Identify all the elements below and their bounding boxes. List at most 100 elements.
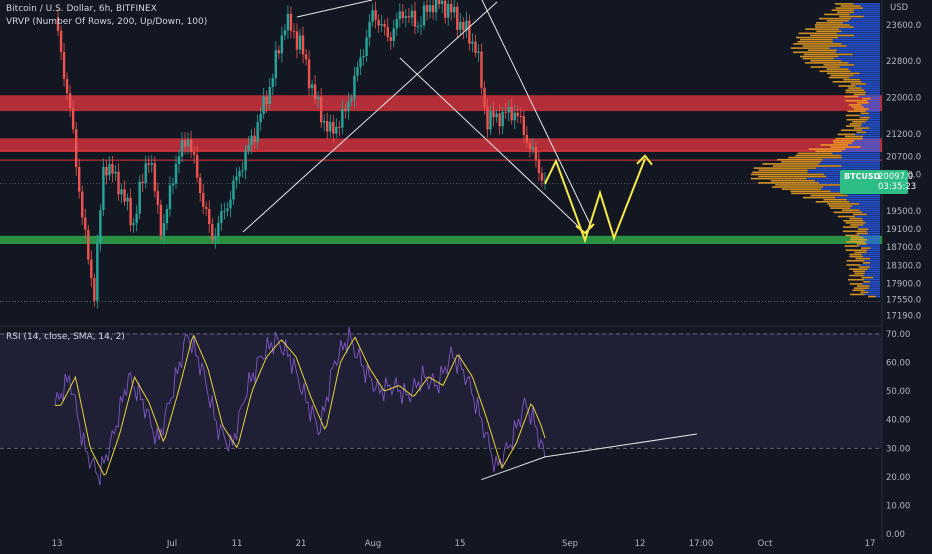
volume-bar <box>837 11 855 14</box>
volume-bar <box>868 295 876 298</box>
volume-bar <box>869 116 880 119</box>
volume-bar <box>846 118 868 121</box>
candle-body <box>56 18 60 31</box>
volume-bar <box>854 272 865 275</box>
rsi-indicator-label[interactable]: RSI (14, close, SMA, 14, 2) <box>6 332 125 342</box>
volume-bar <box>860 5 880 7</box>
volume-bar <box>854 139 880 142</box>
volume-bar <box>824 13 850 16</box>
volume-bar <box>848 19 880 22</box>
volume-bar <box>837 49 880 51</box>
time-tick-label: 13 <box>52 539 63 549</box>
volume-bar <box>848 87 862 89</box>
candle-body <box>329 122 332 132</box>
volume-bar <box>868 102 880 104</box>
candle-body <box>453 6 456 13</box>
volume-bar <box>837 215 856 218</box>
rsi-tick-label: 50.00 <box>886 387 910 397</box>
volume-bar <box>869 285 880 287</box>
vrvp-indicator-label[interactable]: VRVP (Number Of Rows, 200, Up/Down, 100) <box>6 17 208 27</box>
falling-trendline <box>399 57 581 229</box>
volume-bar <box>832 80 862 83</box>
volume-bar <box>841 150 880 153</box>
volume-bar <box>753 167 817 169</box>
volume-bar <box>848 104 862 106</box>
candle-body <box>389 37 392 41</box>
volume-bar <box>848 68 880 70</box>
volume-bar <box>750 177 807 180</box>
candle-body <box>471 41 474 44</box>
candle-body <box>377 19 380 26</box>
volume-bar <box>867 118 880 121</box>
volume-bar <box>820 144 848 146</box>
volume-bar <box>802 45 847 47</box>
time-tick-label: 17:00 <box>689 539 714 549</box>
volume-bar <box>868 291 880 294</box>
candle-body <box>407 16 411 18</box>
candle-body <box>77 166 81 192</box>
volume-bar <box>846 264 861 266</box>
volume-bar <box>810 66 840 68</box>
volume-bar <box>867 99 880 102</box>
candle-body <box>365 37 368 57</box>
candle-body <box>208 209 211 225</box>
volume-bar <box>859 114 880 117</box>
volume-bar <box>859 209 880 212</box>
candle-body <box>120 189 123 195</box>
volume-bar <box>828 76 850 79</box>
candle-body <box>341 108 344 128</box>
candle-body <box>123 189 126 202</box>
volume-bar <box>781 160 821 163</box>
candle-body <box>525 134 529 143</box>
candle-body <box>87 229 90 260</box>
volume-bar <box>856 232 869 235</box>
candle-body <box>132 223 135 226</box>
volume-bar <box>844 135 864 138</box>
price-tick-label: 17190.0 <box>886 312 921 322</box>
volume-bar <box>849 253 862 256</box>
volume-bar <box>803 53 853 56</box>
resistance-zone-1 <box>0 95 882 112</box>
volume-bar <box>823 64 855 66</box>
volume-bar <box>853 26 880 28</box>
volume-bar <box>790 47 830 49</box>
volume-bar <box>867 238 880 241</box>
volume-bar <box>852 205 880 207</box>
candle-body <box>428 5 432 12</box>
candle-body <box>168 185 172 210</box>
volume-bar <box>865 222 880 224</box>
volume-bar <box>852 142 880 144</box>
volume-bar <box>862 129 880 132</box>
candle-body <box>316 96 320 100</box>
volume-bar <box>846 198 880 201</box>
volume-bar <box>822 158 880 161</box>
volume-bar <box>855 85 880 87</box>
candle-body <box>326 120 329 132</box>
volume-bar <box>820 160 880 163</box>
candle-body <box>147 163 150 165</box>
volume-bar <box>859 72 880 75</box>
volume-bar <box>830 74 854 77</box>
candle-body <box>250 135 253 145</box>
time-tick-label: 12 <box>635 539 646 549</box>
candle-body <box>68 93 72 109</box>
volume-bar <box>832 152 880 155</box>
volume-bar <box>845 89 865 92</box>
price-tag-countdown: 03:35:23 <box>878 182 917 192</box>
candle-body <box>310 84 314 89</box>
forecast-arrowhead <box>636 154 653 166</box>
volume-bar <box>858 266 870 268</box>
volume-bar <box>829 205 853 207</box>
candle-body <box>537 159 541 174</box>
volume-bar <box>862 283 880 285</box>
volume-bar <box>854 9 880 11</box>
candle-body <box>504 111 507 113</box>
price-tick-label: 18700.0 <box>886 243 921 253</box>
candle-body <box>198 177 202 194</box>
volume-bar <box>815 26 854 28</box>
volume-bar <box>868 232 880 235</box>
candle-body <box>180 140 184 157</box>
volume-bar <box>853 127 870 129</box>
candle-body <box>205 206 208 210</box>
volume-bar <box>860 264 880 266</box>
